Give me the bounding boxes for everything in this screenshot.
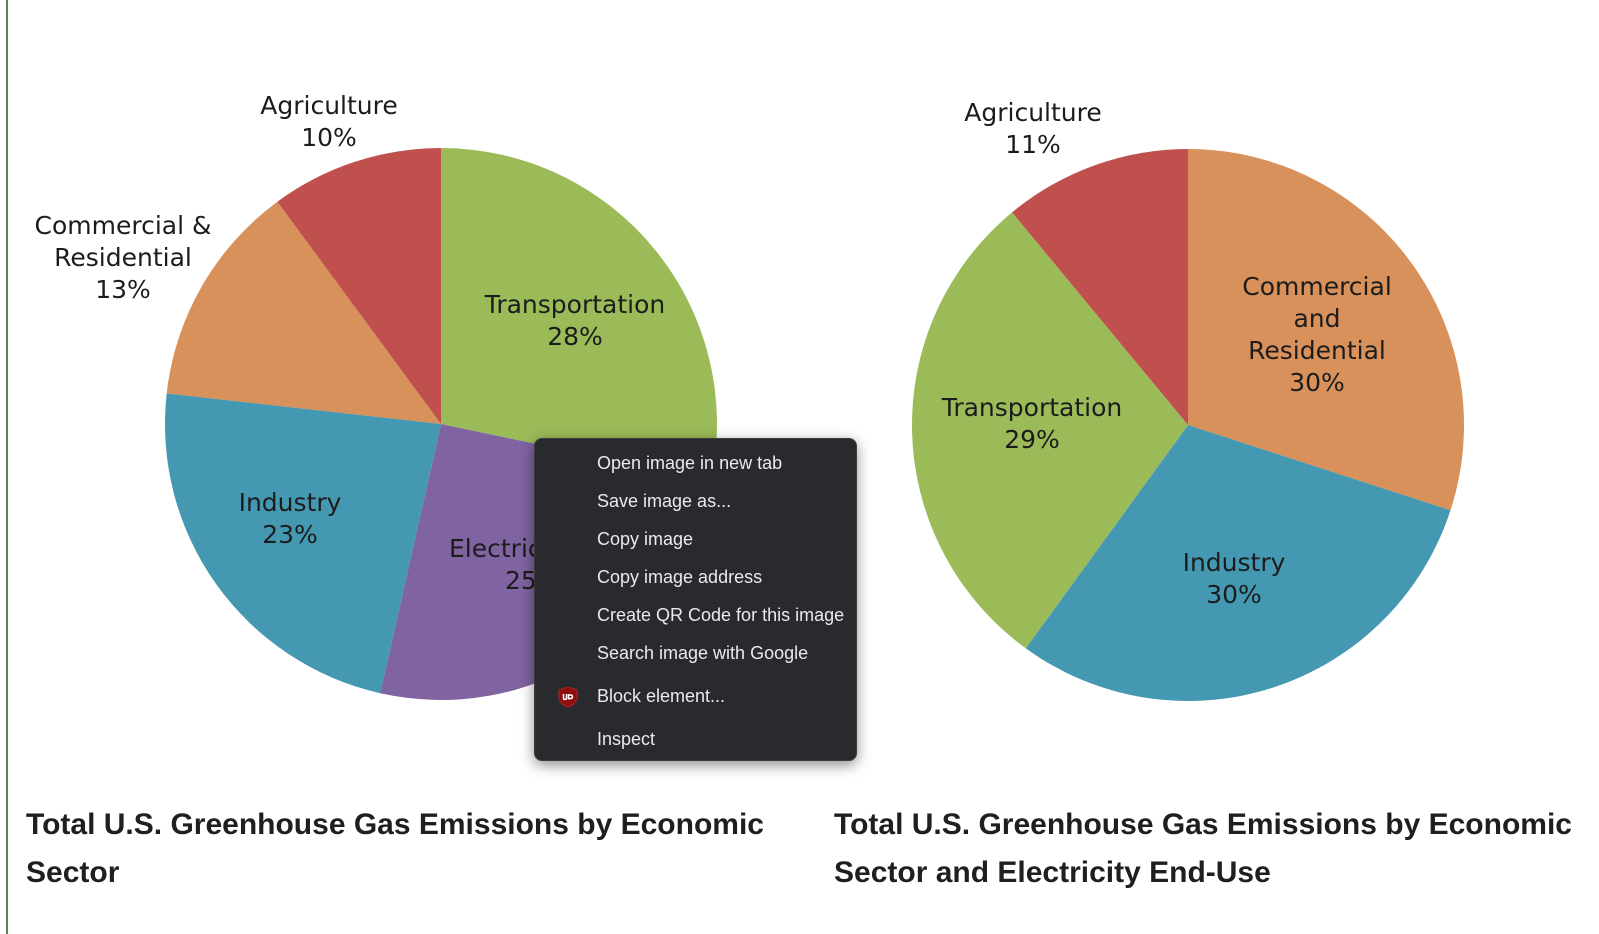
menu-item-search-image-google[interactable]: Search image with Google	[597, 643, 809, 663]
pie-slice-transportation	[441, 148, 718, 481]
menu-item-copy-image-address[interactable]: Copy image address	[597, 567, 763, 587]
menu-item-copy-image[interactable]: Copy image	[597, 529, 694, 549]
block-element-label: Block element...	[597, 686, 726, 706]
label-agriculture-2: Agriculture 11%	[964, 98, 1102, 159]
pie-slice-agriculture	[1012, 149, 1188, 425]
chart-title-right: Total U.S. Greenhouse Gas Emissions by E…	[834, 808, 1572, 889]
pie-slice-transportation	[912, 212, 1188, 649]
chart-title-left: Total U.S. Greenhouse Gas Emissions by E…	[26, 808, 764, 889]
page-border-line	[6, 0, 8, 934]
label-transportation: Transportation 28%	[484, 290, 666, 351]
label-commercial-residential: Commercial & Residential 13%	[34, 211, 212, 304]
label-commercial-residential-2: Commercial and Residential 30%	[1242, 272, 1392, 397]
menu-item-save-image-as[interactable]: Save image as...	[597, 491, 732, 511]
pie-slice-agriculture	[277, 148, 441, 424]
context-menu: Open image in new tab Save image as... C…	[534, 438, 857, 761]
menu-item-create-qr-code[interactable]: Create QR Code for this image	[597, 605, 845, 625]
pie-slice-commercial-and-residential	[1188, 149, 1464, 511]
menu-item-inspect[interactable]: Inspect	[597, 729, 656, 749]
pie-slice-commercial-residential	[166, 201, 442, 424]
pie-slice-industry	[164, 393, 441, 694]
label-industry: Industry 23%	[238, 488, 342, 549]
pie-slice-industry	[1025, 425, 1451, 702]
label-industry-2: Industry 30%	[1182, 548, 1286, 609]
menu-item-block-element[interactable]: Block element...	[535, 677, 856, 715]
label-electricity: Electric 25	[449, 534, 542, 595]
menu-item-open-image-new-tab[interactable]: Open image in new tab	[597, 453, 783, 473]
pie-chart-end-use	[912, 149, 1464, 702]
label-agriculture: Agriculture 10%	[260, 91, 398, 152]
label-transportation-2: Transportation 29%	[941, 393, 1123, 454]
ublock-shield-icon	[558, 686, 578, 708]
